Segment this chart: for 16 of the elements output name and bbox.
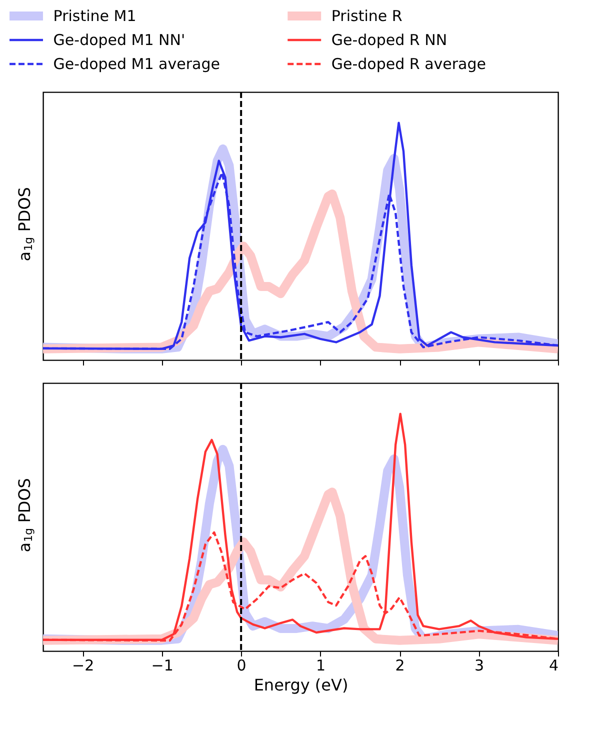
- legend-label: Pristine R: [331, 7, 402, 25]
- x-tick-label: −2: [72, 656, 94, 674]
- legend-label: Ge-doped M1 average: [53, 55, 220, 73]
- x-tick-label: −1: [151, 656, 174, 674]
- y-axis-title: a1g PDOS: [15, 187, 35, 262]
- y-axis-title: a1g PDOS: [15, 478, 35, 552]
- x-tick-label: 2: [395, 656, 405, 674]
- legend-label: Ge-doped M1 NN': [53, 31, 186, 49]
- x-axis-title: Energy (eV): [254, 676, 348, 694]
- x-tick-label: 0: [236, 656, 246, 674]
- x-tick-label: 3: [474, 656, 484, 674]
- legend-label: Ge-doped R NN: [331, 31, 448, 49]
- legend-label: Pristine M1: [53, 7, 136, 25]
- legend-label: Ge-doped R average: [331, 55, 486, 73]
- x-tick-label: 4: [548, 656, 558, 674]
- x-tick-label: 1: [316, 656, 326, 674]
